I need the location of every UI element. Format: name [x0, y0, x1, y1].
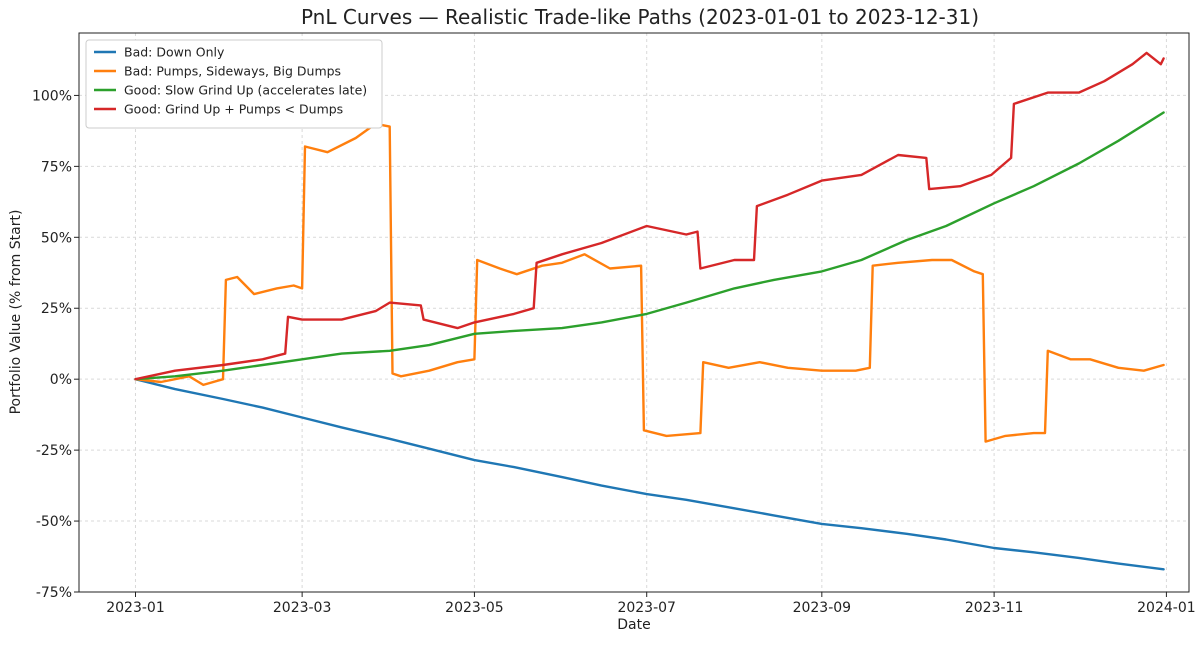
x-axis-label: Date: [617, 617, 650, 633]
legend: Bad: Down Only Bad: Pumps, Sideways, Big …: [85, 39, 383, 129]
series-line-3: [134, 111, 1165, 381]
legend-entry: Bad: Down Only: [124, 45, 225, 60]
plot-frame: [78, 32, 1190, 593]
y-tick-label: -25%: [36, 443, 72, 459]
y-tick-label: 25%: [41, 301, 72, 317]
legend-entry: Good: Grind Up + Pumps < Dumps: [124, 102, 343, 117]
series-layer: [134, 51, 1165, 571]
x-tick-label: 2023-03: [273, 600, 332, 616]
x-tick-label: 2023-07: [617, 600, 676, 616]
y-tick-label: 0%: [50, 372, 72, 388]
y-tick-label: 50%: [41, 230, 72, 246]
legend-box: [85, 39, 383, 129]
legend-entry: Bad: Pumps, Sideways, Big Dumps: [124, 64, 341, 79]
y-axis-label: Portfolio Value (% from Start): [8, 210, 24, 415]
x-tick-label: 2024-01: [1137, 600, 1196, 616]
y-tick-label: -50%: [36, 514, 72, 530]
x-tick-label: 2023-09: [793, 600, 852, 616]
y-tick-label: 100%: [32, 88, 72, 104]
y-tick-label: -75%: [36, 585, 72, 601]
tick-layer: -75% -50% -25% 0% 25% 50% 75% 100% 2023-01 2023-0…: [32, 88, 1196, 616]
x-tick-label: 2023-11: [965, 600, 1024, 616]
chart-title: PnL Curves — Realistic Trade-like Paths …: [301, 5, 979, 29]
series-line-4: [134, 51, 1165, 381]
y-tick-label: 75%: [41, 159, 72, 175]
series-line-1: [134, 378, 1165, 571]
grid-layer: [79, 33, 1189, 593]
x-tick-label: 2023-05: [445, 600, 504, 616]
series-line-2: [134, 122, 1165, 443]
legend-entry: Good: Slow Grind Up (accelerates late): [124, 83, 367, 98]
x-tick-label: 2023-01: [106, 600, 165, 616]
